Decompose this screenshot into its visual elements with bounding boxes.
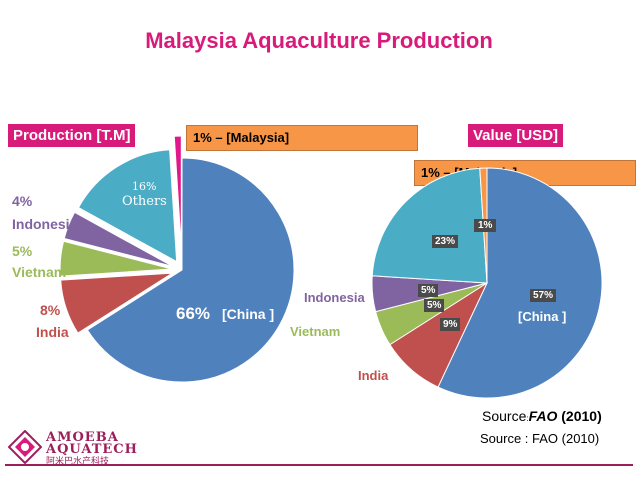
source-prefix: Source xyxy=(482,408,527,424)
left-vietnam-pct: 5% xyxy=(12,243,33,259)
production-label: Production [T.M] xyxy=(8,124,136,147)
logo-line-2: AQUATECH xyxy=(46,442,138,457)
left-indonesia-name: Indonesia xyxy=(12,216,78,232)
right-others-pct: 23% xyxy=(432,235,459,248)
right-india-pct: 9% xyxy=(440,318,461,331)
source-fao: FAO xyxy=(528,408,558,424)
left-slice-china xyxy=(86,157,295,383)
value-label: Value [USD] xyxy=(468,124,564,147)
right-slice-others xyxy=(371,167,488,284)
right-indonesia-pct: 5% xyxy=(418,284,439,297)
left-india-name: India xyxy=(36,324,69,340)
source-line-1: Source:FAO (2010) xyxy=(482,408,602,424)
right-india-name: India xyxy=(358,368,389,383)
left-china-pct: 66% xyxy=(176,304,211,323)
right-slice-china xyxy=(437,167,603,399)
left-others-pct: 16% xyxy=(132,180,157,193)
logo-line-1: AMOEBA xyxy=(46,430,119,445)
right-others-name: Others xyxy=(383,234,425,249)
bottom-divider xyxy=(5,464,633,466)
malaysia-annotation-left: 1% – [Malaysia] xyxy=(186,125,418,151)
source-line-2: Source : FAO (2010) xyxy=(480,431,600,446)
right-vietnam-name: Vietnam xyxy=(290,324,341,339)
left-slice-malaysia xyxy=(173,135,182,249)
right-malaysia-pct: 1% xyxy=(474,219,497,232)
right-china-name: [China ] xyxy=(518,309,567,324)
left-slice-india xyxy=(60,272,173,334)
left-slice-indonesia xyxy=(63,211,173,267)
right-vietnam-pct: 5% xyxy=(424,299,445,312)
left-india-pct: 8% xyxy=(40,302,61,318)
logo-mark-icon xyxy=(8,430,42,464)
right-indonesia-name: Indonesia xyxy=(304,290,365,305)
left-china-name: [China ] xyxy=(222,306,275,322)
left-slice-vietnam xyxy=(59,240,173,277)
logo-line-3: 阿米巴水产科技 xyxy=(46,456,110,466)
source-sep: : xyxy=(526,414,529,423)
left-vietnam-name: Vietnam xyxy=(12,264,67,280)
source-year: (2010) xyxy=(561,408,602,424)
left-indonesia-pct: 4% xyxy=(12,193,33,209)
left-others-name: Others xyxy=(122,194,167,209)
page-title: Malaysia Aquaculture Production xyxy=(145,28,493,53)
right-china-pct: 57% xyxy=(530,289,557,302)
left-slice-others xyxy=(77,149,178,263)
malaysia-annotation-left-text: 1% – [Malaysia] xyxy=(193,130,290,145)
